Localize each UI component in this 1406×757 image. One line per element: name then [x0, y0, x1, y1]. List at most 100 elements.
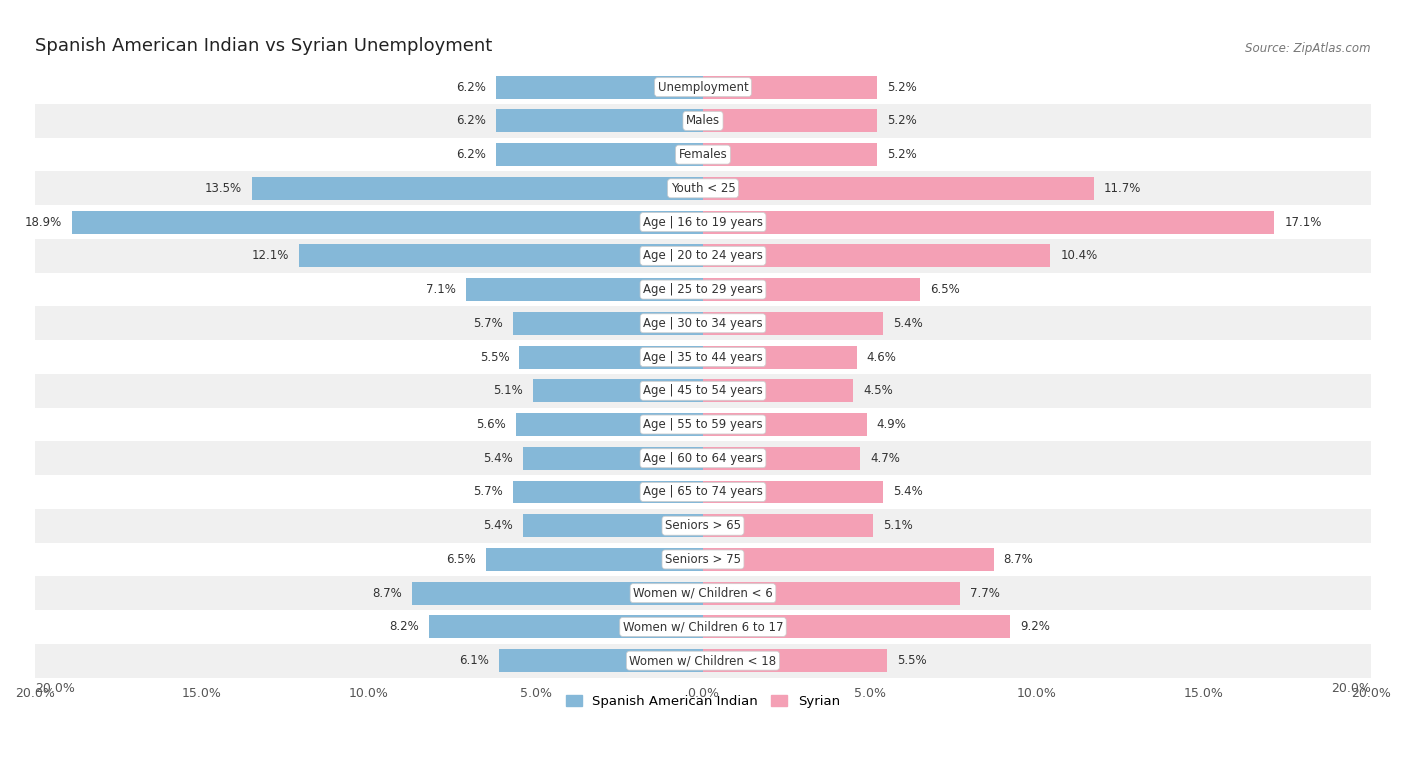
- Text: 6.2%: 6.2%: [456, 114, 486, 127]
- Text: Age | 16 to 19 years: Age | 16 to 19 years: [643, 216, 763, 229]
- Bar: [35, 441, 1371, 475]
- Bar: [35, 70, 1371, 104]
- Bar: [496, 143, 703, 166]
- Text: Age | 60 to 64 years: Age | 60 to 64 years: [643, 452, 763, 465]
- Text: 5.4%: 5.4%: [893, 485, 924, 498]
- Bar: [35, 273, 1371, 307]
- Text: Age | 35 to 44 years: Age | 35 to 44 years: [643, 350, 763, 363]
- Bar: [516, 413, 703, 436]
- Bar: [533, 379, 703, 402]
- Bar: [703, 312, 883, 335]
- Text: 11.7%: 11.7%: [1104, 182, 1142, 195]
- Text: 6.5%: 6.5%: [446, 553, 475, 566]
- Text: 6.5%: 6.5%: [931, 283, 960, 296]
- Bar: [519, 345, 703, 369]
- Text: Age | 45 to 54 years: Age | 45 to 54 years: [643, 385, 763, 397]
- Bar: [523, 514, 703, 537]
- Bar: [703, 514, 873, 537]
- Text: 5.5%: 5.5%: [479, 350, 509, 363]
- Text: 20.0%: 20.0%: [1331, 681, 1371, 695]
- Bar: [703, 581, 960, 605]
- Text: 5.7%: 5.7%: [472, 485, 502, 498]
- Bar: [496, 76, 703, 98]
- Text: Youth < 25: Youth < 25: [671, 182, 735, 195]
- Bar: [299, 245, 703, 267]
- Text: 7.1%: 7.1%: [426, 283, 456, 296]
- Text: Spanish American Indian vs Syrian Unemployment: Spanish American Indian vs Syrian Unempl…: [35, 37, 492, 55]
- Text: 8.7%: 8.7%: [373, 587, 402, 600]
- Text: 5.2%: 5.2%: [887, 114, 917, 127]
- Text: Females: Females: [679, 148, 727, 161]
- Bar: [35, 374, 1371, 407]
- Text: 4.5%: 4.5%: [863, 385, 893, 397]
- Bar: [35, 138, 1371, 172]
- Text: Source: ZipAtlas.com: Source: ZipAtlas.com: [1246, 42, 1371, 55]
- Text: 5.4%: 5.4%: [893, 316, 924, 330]
- Text: Age | 65 to 74 years: Age | 65 to 74 years: [643, 485, 763, 498]
- Bar: [499, 650, 703, 672]
- Text: 7.7%: 7.7%: [970, 587, 1000, 600]
- Bar: [703, 650, 887, 672]
- Text: 5.2%: 5.2%: [887, 148, 917, 161]
- Bar: [703, 615, 1011, 638]
- Text: 5.2%: 5.2%: [887, 81, 917, 94]
- Bar: [703, 548, 994, 571]
- Text: 4.6%: 4.6%: [866, 350, 897, 363]
- Bar: [35, 104, 1371, 138]
- Text: 9.2%: 9.2%: [1021, 621, 1050, 634]
- Bar: [35, 610, 1371, 643]
- Bar: [703, 278, 920, 301]
- Bar: [513, 481, 703, 503]
- Bar: [523, 447, 703, 469]
- Text: 20.0%: 20.0%: [35, 681, 75, 695]
- Bar: [252, 177, 703, 200]
- Bar: [703, 143, 877, 166]
- Text: 5.5%: 5.5%: [897, 654, 927, 667]
- Bar: [35, 509, 1371, 543]
- Text: 5.4%: 5.4%: [482, 452, 513, 465]
- Text: Age | 20 to 24 years: Age | 20 to 24 years: [643, 249, 763, 263]
- Text: 10.4%: 10.4%: [1060, 249, 1098, 263]
- Bar: [703, 413, 866, 436]
- Bar: [703, 447, 860, 469]
- Text: 8.2%: 8.2%: [389, 621, 419, 634]
- Text: 18.9%: 18.9%: [24, 216, 62, 229]
- Bar: [35, 407, 1371, 441]
- Text: Seniors > 75: Seniors > 75: [665, 553, 741, 566]
- Text: 12.1%: 12.1%: [252, 249, 288, 263]
- Bar: [513, 312, 703, 335]
- Bar: [35, 307, 1371, 340]
- Bar: [703, 110, 877, 132]
- Bar: [703, 177, 1094, 200]
- Bar: [465, 278, 703, 301]
- Text: Seniors > 65: Seniors > 65: [665, 519, 741, 532]
- Text: Unemployment: Unemployment: [658, 81, 748, 94]
- Text: 17.1%: 17.1%: [1284, 216, 1322, 229]
- Bar: [703, 210, 1274, 234]
- Bar: [35, 475, 1371, 509]
- Bar: [72, 210, 703, 234]
- Text: Women w/ Children 6 to 17: Women w/ Children 6 to 17: [623, 621, 783, 634]
- Bar: [35, 239, 1371, 273]
- Text: Age | 25 to 29 years: Age | 25 to 29 years: [643, 283, 763, 296]
- Bar: [486, 548, 703, 571]
- Text: 5.1%: 5.1%: [883, 519, 912, 532]
- Text: 5.1%: 5.1%: [494, 385, 523, 397]
- Text: 8.7%: 8.7%: [1004, 553, 1033, 566]
- Text: Males: Males: [686, 114, 720, 127]
- Bar: [703, 245, 1050, 267]
- Text: 13.5%: 13.5%: [205, 182, 242, 195]
- Bar: [703, 345, 856, 369]
- Bar: [429, 615, 703, 638]
- Text: Age | 30 to 34 years: Age | 30 to 34 years: [643, 316, 763, 330]
- Text: 4.9%: 4.9%: [877, 418, 907, 431]
- Bar: [35, 543, 1371, 576]
- Bar: [412, 581, 703, 605]
- Bar: [703, 481, 883, 503]
- Bar: [35, 205, 1371, 239]
- Text: 5.4%: 5.4%: [482, 519, 513, 532]
- Text: 6.2%: 6.2%: [456, 81, 486, 94]
- Text: 5.6%: 5.6%: [477, 418, 506, 431]
- Text: 6.2%: 6.2%: [456, 148, 486, 161]
- Text: Age | 55 to 59 years: Age | 55 to 59 years: [643, 418, 763, 431]
